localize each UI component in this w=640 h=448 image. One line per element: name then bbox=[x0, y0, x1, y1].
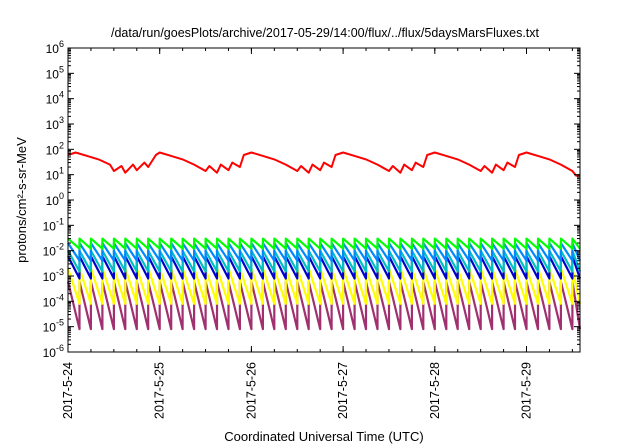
x-tick-label: 2017-5-28 bbox=[428, 362, 442, 419]
chart-title: /data/run/goesPlots/archive/2017-05-29/1… bbox=[111, 26, 540, 40]
series-layer bbox=[66, 151, 582, 331]
x-tick-label: 2017-5-25 bbox=[153, 362, 167, 419]
series-line-2 bbox=[67, 241, 582, 262]
x-tick-label: 2017-5-27 bbox=[336, 362, 350, 419]
y-tick-label: 104 bbox=[46, 90, 64, 107]
x-tick-label: 2017-5-24 bbox=[61, 362, 75, 419]
series-line-0 bbox=[67, 151, 581, 177]
x-tick-label: 2017-5-26 bbox=[244, 362, 258, 419]
y-tick-label: 10-4 bbox=[43, 292, 64, 309]
series-line-4 bbox=[67, 255, 582, 280]
y-tick-label: 105 bbox=[46, 64, 64, 81]
x-axis-label: Coordinated Universal Time (UTC) bbox=[224, 429, 423, 444]
y-tick-label: 10-3 bbox=[43, 267, 64, 284]
y-tick-label: 106 bbox=[46, 39, 64, 56]
y-tick-label: 103 bbox=[46, 115, 64, 132]
y-axis-label: protons/cm²-s-sr-MeV bbox=[14, 137, 29, 263]
y-tick-label: 10-1 bbox=[43, 216, 64, 233]
y-tick-label: 10-5 bbox=[43, 318, 64, 335]
x-tick-label: 2017-5-29 bbox=[520, 362, 534, 419]
series-line-5 bbox=[66, 267, 582, 305]
y-tick-label: 100 bbox=[46, 191, 64, 208]
series-line-6 bbox=[66, 280, 582, 331]
x-axis: 2017-5-24 2017-5-25 2017-5-26 2017-5-27 2017… bbox=[61, 48, 573, 419]
y-tick-label: 10-2 bbox=[43, 242, 64, 259]
y-tick-label: 101 bbox=[46, 166, 64, 183]
y-tick-label: 102 bbox=[46, 140, 64, 157]
series-line-1 bbox=[67, 237, 581, 250]
series-line-3 bbox=[67, 249, 582, 273]
y-axis: 10-6 10-5 10-4 10-3 10-2 10-1 100 101 102 103 104 1… bbox=[43, 39, 580, 360]
y-tick-label: 10-6 bbox=[43, 343, 64, 360]
